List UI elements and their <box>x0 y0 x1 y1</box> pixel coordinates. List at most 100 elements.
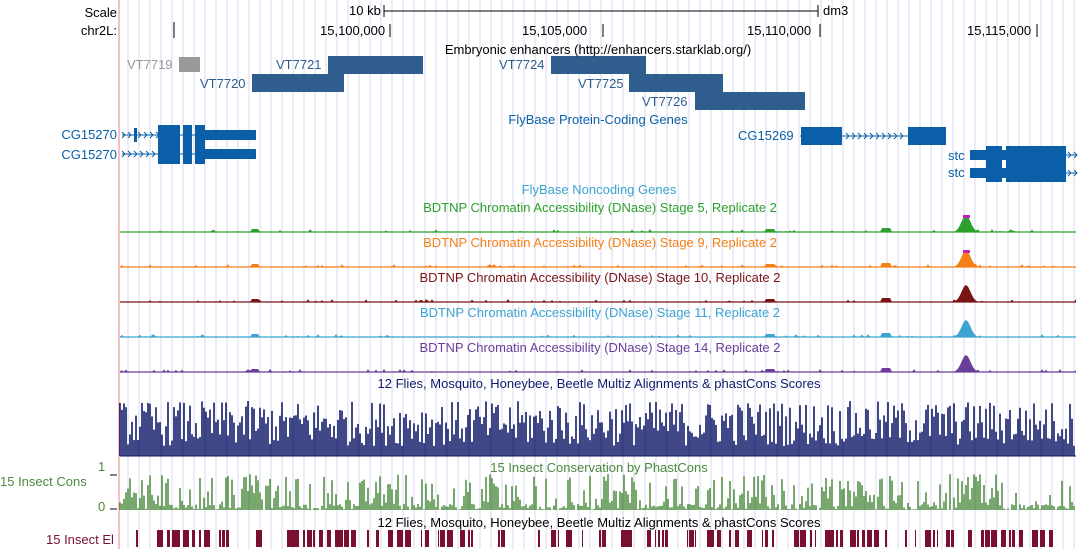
gene-cg15269-strand-arrow <box>893 132 898 140</box>
conserved-element-block <box>327 530 329 547</box>
gene-cg15270-exon <box>195 144 205 164</box>
conserved-element-block <box>836 530 838 547</box>
conserved-element-block <box>981 530 984 547</box>
dnase-stage10-title[interactable]: BDTNP Chromatin Accessibility (DNase) St… <box>419 270 781 285</box>
conserved-element-block <box>905 530 907 547</box>
dnase-stage14-title[interactable]: BDTNP Chromatin Accessibility (DNase) St… <box>419 340 781 355</box>
conserved-element-block <box>1032 530 1038 547</box>
enhancers-track-title[interactable]: Embryonic enhancers (http://enhancers.st… <box>444 42 752 57</box>
conserved-element-block <box>874 530 879 547</box>
conserved-element-block <box>256 530 262 547</box>
gene-cg15270-exon <box>205 149 256 159</box>
conserved-element-block <box>1012 530 1015 547</box>
conserved-element-block <box>397 530 398 547</box>
conserved-element-block <box>693 530 694 547</box>
conserved-element-block <box>405 530 411 547</box>
conserved-element-block <box>425 530 429 547</box>
conserved-element-block <box>551 530 556 547</box>
enhancer-label-vt7726[interactable]: VT7726 <box>642 94 688 109</box>
conserved-element-block <box>1049 530 1053 547</box>
dnase-stage9-title[interactable]: BDTNP Chromatin Accessibility (DNase) St… <box>423 235 777 250</box>
dnase-stage5-title[interactable]: BDTNP Chromatin Accessibility (DNase) St… <box>423 200 777 215</box>
enhancer-label-vt7721[interactable]: VT7721 <box>276 57 322 72</box>
gene-cg15270-strand-arrow <box>127 131 132 139</box>
conserved-element-block <box>498 530 500 547</box>
conserved-element-block <box>850 530 856 547</box>
conserved-element-block <box>157 530 163 547</box>
elements-track-title[interactable]: 12 Flies, Mosquito, Honeybee, Beetle Mul… <box>377 515 821 530</box>
gene-cg15270-exon <box>183 125 192 145</box>
conserved-element-block <box>460 530 465 547</box>
conserved-element-block <box>831 530 834 547</box>
cons-track-title[interactable]: 15 Insect Conservation by PhastCons <box>490 460 708 475</box>
conserved-element-block <box>815 530 816 547</box>
conserved-element-block <box>599 530 601 547</box>
gene-stc-exon <box>1002 168 1006 178</box>
noncoding-track-title[interactable]: FlyBase Noncoding Genes <box>521 182 677 197</box>
chrom-label: chr2L: <box>80 23 117 38</box>
enhancer-box-vt7720 <box>252 74 344 92</box>
gene-cg15270-strand-arrow <box>121 131 126 139</box>
cons-side-label[interactable]: 15 Insect Cons <box>0 474 87 489</box>
genes-track-title[interactable]: FlyBase Protein-Coding Genes <box>508 112 688 127</box>
enhancer-label-vt7724[interactable]: VT7724 <box>499 57 545 72</box>
gene-stc-exon <box>1006 146 1066 164</box>
ruler-tick-label: 15,100,000 <box>320 23 386 38</box>
conserved-element-block <box>167 530 170 547</box>
gene-cg15270-exon <box>134 128 137 142</box>
conserved-element-block <box>1009 530 1011 547</box>
gene-stc-strand-arrow <box>1067 169 1072 177</box>
dnase-signal-area <box>120 250 1076 267</box>
conserved-element-block <box>351 530 356 547</box>
dnase-peak-clip-marker <box>963 215 970 218</box>
gene-cg15270-strand-arrow <box>137 131 142 139</box>
conserved-element-block <box>762 530 763 547</box>
conserved-element-block <box>313 530 315 547</box>
conserved-element-block <box>501 530 505 547</box>
enhancer-label-vt7725[interactable]: VT7725 <box>578 76 624 91</box>
conserved-element-block <box>185 530 189 547</box>
gene-label-cg15270[interactable]: CG15270 <box>61 127 117 142</box>
conserved-element-block <box>621 530 626 547</box>
conserved-element-block <box>857 530 859 547</box>
conserved-element-block <box>219 530 221 547</box>
gene-cg15269-strand-arrow <box>875 132 880 140</box>
conserved-element-block <box>765 530 768 547</box>
gene-stc-exon <box>970 168 986 178</box>
conserved-element-block <box>344 530 349 547</box>
dnase-peak-clip-marker <box>963 250 970 253</box>
gene-cg15270-strand-arrow <box>151 150 156 158</box>
conserved-element-block <box>319 530 323 547</box>
conserved-element-block <box>335 530 337 547</box>
gene-stc-strand-arrow <box>1073 151 1078 159</box>
conserved-element-block <box>337 530 343 547</box>
conserved-element-block <box>925 530 931 547</box>
enhancer-label-vt7720[interactable]: VT7720 <box>200 76 246 91</box>
dnase-stage11-title[interactable]: BDTNP Chromatin Accessibility (DNase) St… <box>419 305 781 320</box>
conserved-element-block <box>885 530 887 547</box>
gene-cg15269-exon <box>801 127 842 145</box>
conserved-element-block <box>772 530 774 547</box>
enhancer-box-vt7724 <box>551 56 646 74</box>
dnase-signal-area <box>120 215 1076 232</box>
conserved-element-block <box>662 530 664 547</box>
conserved-element-block <box>538 530 540 547</box>
gene-cg15270-strand-arrow <box>149 131 154 139</box>
conserved-element-block <box>862 530 865 547</box>
conserved-element-block <box>566 530 572 547</box>
gene-label-stc[interactable]: stc <box>948 148 965 163</box>
gene-label-stc[interactable]: stc <box>948 165 965 180</box>
elements-side-label[interactable]: 15 Insect El <box>46 532 114 547</box>
conserved-element-block <box>647 530 651 547</box>
conserved-element-block <box>729 530 731 547</box>
gene-label-cg15270[interactable]: CG15270 <box>61 147 117 162</box>
conserved-element-block <box>991 530 997 547</box>
conserved-element-block <box>176 530 180 547</box>
enhancer-label-vt7719[interactable]: VT7719 <box>127 57 173 72</box>
multiz-track-title[interactable]: 12 Flies, Mosquito, Honeybee, Beetle Mul… <box>377 376 821 391</box>
gene-label-cg15269[interactable]: CG15269 <box>738 128 794 143</box>
gene-stc-strand-arrow <box>1067 151 1072 159</box>
enhancer-box-vt7719 <box>179 57 200 72</box>
ruler-tick-label: 15,105,000 <box>522 23 588 38</box>
